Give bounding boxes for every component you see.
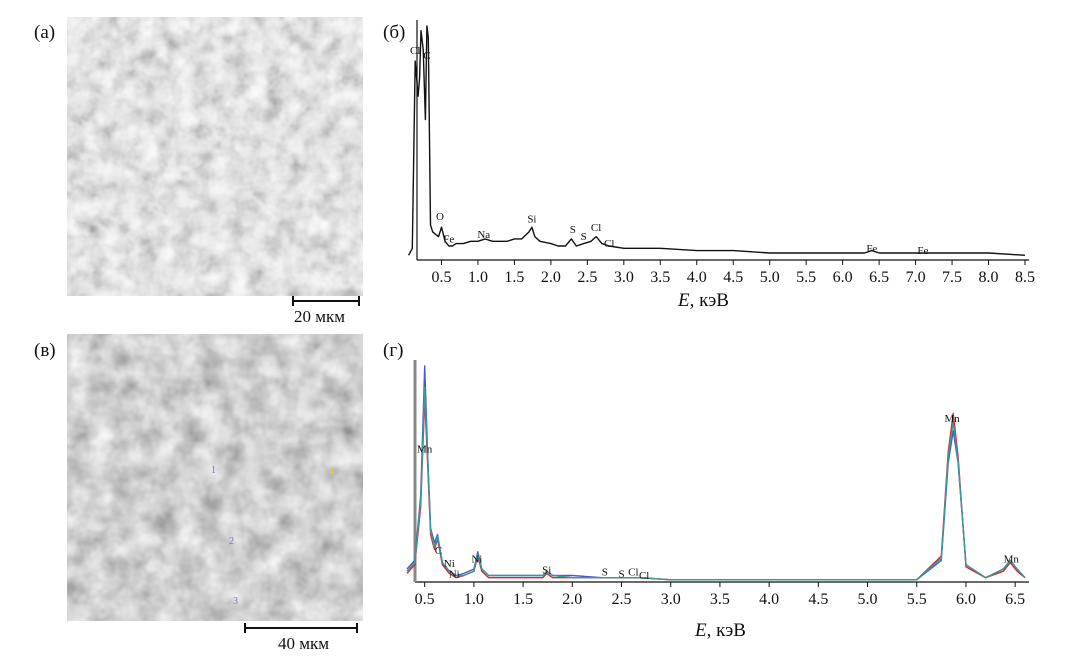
d-x-tick-label: 0.5 bbox=[415, 591, 435, 608]
b-series-1 bbox=[407, 25, 1026, 256]
d-peak-label: Ni bbox=[471, 554, 482, 566]
b-x-tick-label: 0.5 bbox=[431, 269, 451, 286]
panel-a-label: (а) bbox=[34, 22, 56, 43]
d-peak-label: Cl bbox=[628, 567, 638, 579]
d-x-tick-label: 1.0 bbox=[464, 591, 484, 608]
d-x-tick-label: 4.5 bbox=[808, 591, 828, 608]
b-x-tick-label: 8.5 bbox=[1015, 269, 1035, 286]
sem-point-2: 2 bbox=[229, 536, 234, 547]
b-peak-label: S bbox=[570, 224, 576, 236]
b-peak-label: S bbox=[581, 231, 587, 243]
b-x-tick-label: 3.0 bbox=[614, 269, 634, 286]
d-series-2 bbox=[406, 397, 1026, 581]
d-peak-label: Mn bbox=[1004, 554, 1020, 566]
b-x-tick-label: 7.0 bbox=[906, 269, 926, 286]
b-x-tick-label: 1.0 bbox=[468, 269, 488, 286]
b-x-tick-label: 5.5 bbox=[796, 269, 816, 286]
scale-text-a: 20 мкм bbox=[294, 307, 346, 326]
b-x-tick-label: 2.5 bbox=[577, 269, 597, 286]
scale-bar-c bbox=[244, 623, 358, 633]
d-x-tick-label: 6.0 bbox=[956, 591, 976, 608]
panel-b-label: (б) bbox=[383, 22, 406, 43]
b-x-tick-label: 8.0 bbox=[979, 269, 999, 286]
d-peak-label: S bbox=[618, 569, 624, 581]
b-peak-label: Si bbox=[527, 214, 536, 226]
d-peak-label: Ni bbox=[449, 569, 460, 581]
d-x-tick-label: 6.5 bbox=[1005, 591, 1025, 608]
d-peak-label: C bbox=[435, 545, 442, 557]
d-x-tick-label: 2.0 bbox=[562, 591, 582, 608]
d-x-tick-label: 4.0 bbox=[759, 591, 779, 608]
b-x-tick-label: 5.0 bbox=[760, 269, 780, 286]
panel-d-label: (г) bbox=[383, 340, 404, 361]
b-peak-label: Fe bbox=[443, 233, 454, 245]
panel-b-xlabel: E, кэВ bbox=[678, 290, 729, 312]
panel-b-xlabel-var: E bbox=[678, 290, 690, 311]
b-peak-label: Cl bbox=[410, 45, 420, 57]
eds-spectrum-d: 0.5 1.0 1.5 2.0 2.5 3.0 3.5 4.0 4.5 5.0 5.5 6.0 6.5 … bbox=[406, 360, 1029, 608]
b-peak-label: Fe bbox=[917, 245, 928, 257]
sem-point-4: 4 bbox=[329, 466, 334, 477]
d-peak-label: Cl bbox=[639, 570, 649, 582]
d-x-tick-label: 3.0 bbox=[661, 591, 681, 608]
b-x-tick-label: 1.5 bbox=[504, 269, 524, 286]
sem-image-c: 1 2 3 4 bbox=[67, 334, 363, 621]
panel-c-label: (в) bbox=[34, 340, 56, 361]
sem-point-1: 1 bbox=[211, 465, 216, 476]
d-x-tick-label: 3.5 bbox=[710, 591, 730, 608]
panel-d-xlabel-unit: , кэВ bbox=[706, 620, 746, 641]
b-x-tick-label: 4.0 bbox=[687, 269, 707, 286]
b-x-tick-label: 3.5 bbox=[650, 269, 670, 286]
panel-d-xlabel-var: E bbox=[695, 620, 707, 641]
b-peak-label: C bbox=[423, 50, 430, 62]
sem-image-a bbox=[67, 17, 363, 296]
d-peak-label: Mn bbox=[945, 413, 961, 425]
b-x-tick-label: 2.0 bbox=[541, 269, 561, 286]
b-x-tick-label: 7.5 bbox=[942, 269, 962, 286]
b-peak-label: O bbox=[436, 211, 444, 223]
d-x-tick-label: 5.5 bbox=[907, 591, 927, 608]
d-peak-label: Si bbox=[542, 564, 551, 576]
d-x-tick-label: 2.5 bbox=[612, 591, 632, 608]
eds-spectrum-b: 0.5 1.0 1.5 2.0 2.5 3.0 3.5 4.0 4.5 5.0 5.5 6.0 6.5 7… bbox=[407, 20, 1035, 286]
scale-text-c: 40 мкм bbox=[278, 634, 330, 653]
b-x-tick-label: 6.5 bbox=[869, 269, 889, 286]
d-series-1 bbox=[406, 365, 1026, 581]
d-peak-label: S bbox=[602, 567, 608, 579]
d-series-3 bbox=[406, 386, 1026, 581]
b-x-tick-label: 4.5 bbox=[723, 269, 743, 286]
b-peak-label: Na bbox=[477, 229, 490, 241]
d-peak-label: Ni bbox=[444, 558, 455, 570]
b-peak-label: Cl bbox=[591, 222, 601, 234]
d-peak-label: Mn bbox=[417, 443, 433, 455]
d-x-tick-label: 5.0 bbox=[858, 591, 878, 608]
panel-b-xlabel-unit: , кэВ bbox=[689, 290, 729, 311]
b-peak-label: Cl bbox=[604, 238, 614, 250]
panel-d-xlabel: E, кэВ bbox=[695, 620, 746, 642]
sem-point-3: 3 bbox=[233, 596, 238, 607]
scale-bar-a bbox=[292, 296, 360, 306]
d-x-tick-label: 1.5 bbox=[513, 591, 533, 608]
b-x-tick-label: 6.0 bbox=[833, 269, 853, 286]
b-peak-label: Fe bbox=[866, 243, 877, 255]
